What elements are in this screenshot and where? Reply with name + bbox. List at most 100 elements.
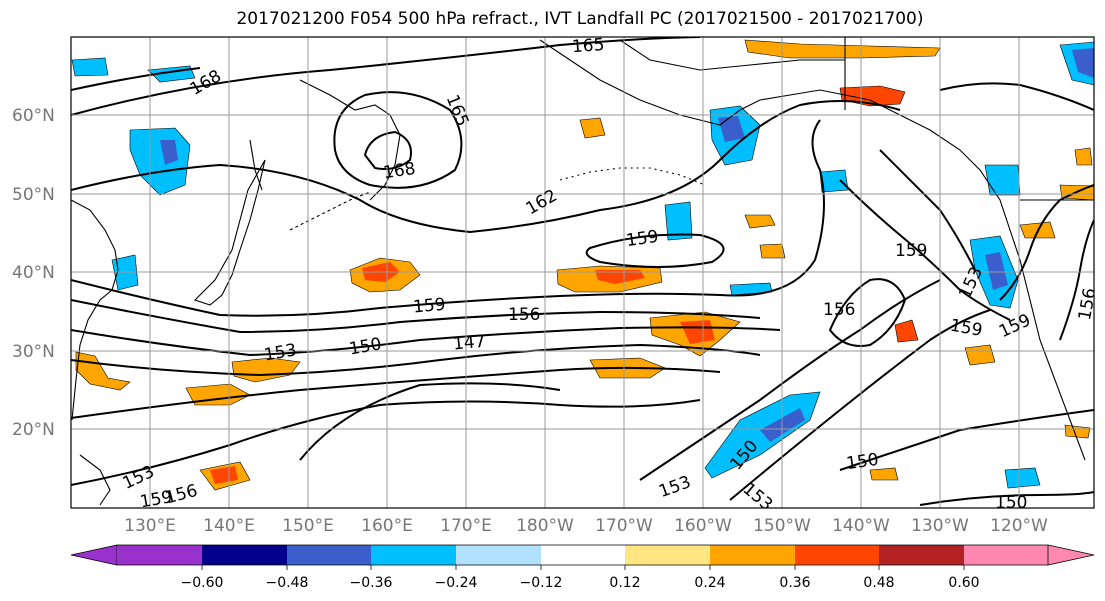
coastline-japan	[193, 159, 266, 306]
patch-cyan	[71, 57, 109, 77]
colorbar-swatch	[287, 545, 371, 565]
patch-orange	[869, 467, 899, 481]
patch-cyan	[1004, 467, 1041, 489]
height-contours	[71, 37, 1094, 506]
patch-orange	[894, 319, 919, 343]
lon-label: 170°E	[440, 516, 492, 536]
contour-label: 150	[995, 493, 1027, 513]
contour-line	[71, 37, 701, 116]
colorbar-swatch	[456, 545, 541, 565]
colorbar-tick-label: 0.48	[863, 575, 894, 591]
contour-label: 159	[895, 241, 927, 261]
contour-line	[71, 119, 825, 317]
patch-cyan	[664, 201, 693, 241]
patch-orange	[579, 117, 606, 139]
contour-label: 156	[508, 305, 540, 325]
colorbar-extend-high	[1047, 544, 1095, 566]
contour-label: 159	[625, 227, 660, 251]
patch-red	[210, 466, 238, 484]
contour-line	[71, 399, 701, 486]
contour-line	[333, 91, 463, 189]
contour-line	[1059, 219, 1094, 341]
contour-label: 156	[1075, 286, 1100, 321]
patch-orange	[1074, 147, 1093, 166]
colorbar-swatch	[964, 545, 1048, 565]
patch-cyan	[819, 169, 849, 193]
colorbar-tick-label: −0.24	[435, 575, 478, 591]
patch-blue	[985, 252, 1008, 290]
lon-label: 140°E	[203, 516, 255, 536]
patch-blue	[160, 140, 178, 165]
colorbar-tick-label: −0.60	[181, 575, 224, 591]
shaded-anomalies	[71, 39, 1094, 491]
colorbar-swatch	[625, 545, 710, 565]
lat-label: 30°N	[12, 342, 55, 362]
lon-label: 150°E	[282, 516, 334, 536]
latitude-labels: 60°N 50°N 40°N 30°N 20°N	[12, 106, 55, 440]
lat-label: 40°N	[12, 263, 55, 283]
coastline-ph	[79, 454, 111, 506]
coastline-alaska	[539, 39, 1086, 461]
contour-line	[729, 309, 991, 501]
patch-orange	[964, 344, 996, 366]
contour-line	[71, 100, 901, 234]
colorbar-swatch	[371, 545, 456, 565]
patch-cyan	[984, 164, 1021, 196]
colorbar-swatch	[117, 545, 202, 565]
contour-line	[828, 278, 907, 347]
contour-line	[71, 299, 761, 334]
contour-line	[71, 326, 781, 357]
contour-line	[919, 491, 1094, 506]
patch-red	[595, 270, 645, 284]
lon-label: 150°W	[753, 516, 811, 536]
contour-line	[299, 382, 561, 461]
colorbar-tick-label: 0.12	[609, 575, 640, 591]
colorbar-swatch	[202, 545, 287, 565]
longitude-labels: 130°E 140°E 150°E 160°E 170°E 180°W 170°…	[124, 516, 1048, 536]
contour-line	[839, 179, 1011, 321]
patch-orange	[759, 243, 786, 259]
map-border	[70, 36, 1095, 509]
contour-label: 168	[382, 159, 417, 183]
colorbar-tick-label: 0.36	[779, 575, 810, 591]
contour-line	[71, 366, 721, 419]
contour-label: 147	[452, 332, 486, 355]
lat-label: 20°N	[12, 420, 55, 440]
colorbar-swatch	[795, 545, 879, 565]
contour-line	[939, 82, 1094, 111]
lon-label: 160°W	[674, 516, 732, 536]
coastline-sakhalin	[249, 139, 263, 191]
colorbar-swatch	[710, 545, 795, 565]
colorbar-tick-label: 0.60	[948, 575, 979, 591]
patch-cyan	[729, 282, 773, 296]
contour-label: 159	[412, 295, 446, 318]
colorbar-tick-label: 0.24	[694, 575, 725, 591]
colorbar-swatch	[541, 545, 625, 565]
patch-orange	[231, 357, 301, 383]
contour-line	[363, 130, 412, 170]
lon-label: 160°E	[361, 516, 413, 536]
contour-label: 165	[571, 35, 605, 57]
patch-red	[680, 320, 715, 344]
lon-label: 130°W	[911, 516, 969, 536]
colorbar-tick-label: −0.48	[266, 575, 309, 591]
patch-blue	[718, 116, 745, 142]
colorbar-tick-label: −0.12	[520, 575, 563, 591]
patch-orange	[1064, 424, 1091, 439]
colorbar: −0.60 −0.48 −0.36 −0.24 −0.12 0.12 0.24 …	[70, 544, 1095, 591]
lon-label: 180°W	[516, 516, 574, 536]
contour-label: 150	[845, 450, 880, 474]
colorbar-extend-low	[70, 544, 118, 566]
map-title: 2017021200 F054 500 hPa refract., IVT La…	[236, 9, 924, 29]
contour-line	[999, 184, 1094, 301]
patch-orange	[744, 214, 776, 229]
colorbar-tick-label: −0.36	[350, 575, 393, 591]
contour-label: 156	[823, 300, 855, 320]
contour-label: 159	[138, 487, 173, 512]
contour-line	[585, 233, 725, 268]
patch-orange	[744, 39, 941, 59]
lon-label: 120°W	[990, 516, 1048, 536]
patch-blue	[1072, 48, 1094, 78]
coastline-alaska-north	[619, 39, 845, 71]
